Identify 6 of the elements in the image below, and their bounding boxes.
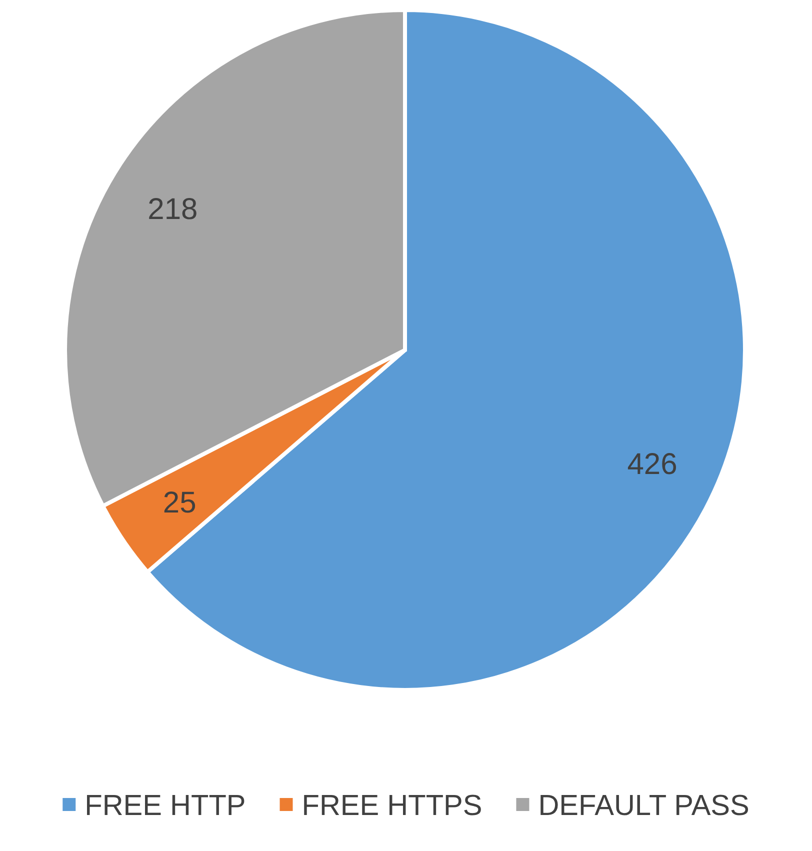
legend-label: FREE HTTP [84,790,246,822]
data-label: 25 [162,486,196,520]
data-label: 426 [627,448,678,481]
data-label: 218 [148,193,198,226]
legend-label: FREE HTTPS [302,790,482,822]
legend-label: DEFAULT PASS [538,790,750,822]
